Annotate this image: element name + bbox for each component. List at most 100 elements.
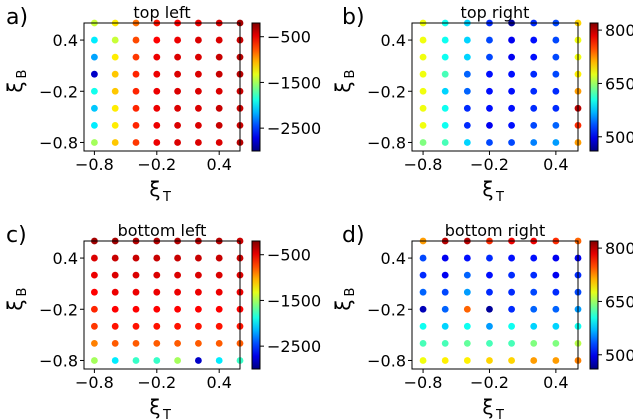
colorbar [252,241,260,369]
data-point [91,139,98,146]
data-point [153,139,160,146]
y-axis-label-subscript: B [15,70,30,79]
x-axis-label-subscript: T [495,408,504,419]
data-point [133,71,140,78]
data-point [508,139,515,146]
data-point [112,71,119,78]
panel-letter: b) [342,5,365,30]
data-point [530,139,537,146]
data-point [464,37,471,44]
colorbar-tick-label: −1500 [267,291,321,310]
data-point [174,323,181,330]
data-point [174,88,181,95]
data-point [174,357,181,364]
data-point [112,54,119,61]
data-point [133,255,140,262]
x-axis-label: ξ [482,395,493,419]
x-tick-label: 0.4 [206,155,231,174]
data-point [91,306,98,313]
data-point [508,289,515,296]
data-point [91,272,98,279]
data-point [195,255,202,262]
x-tick-label: 0.4 [543,373,568,392]
data-point [464,54,471,61]
data-point [442,272,449,279]
data-point [195,139,202,146]
data-point [112,139,119,146]
data-point [112,122,119,129]
y-tick-label: 0.4 [53,31,78,50]
data-point [508,54,515,61]
y-axis-label-subscript: B [343,288,358,297]
data-point [552,272,559,279]
data-point [530,122,537,129]
data-point [508,122,515,129]
x-tick-label: 0.4 [206,373,231,392]
data-point [486,54,493,61]
data-point [508,306,515,313]
data-point [552,105,559,112]
data-point [508,255,515,262]
data-point [91,122,98,129]
data-point [464,340,471,347]
x-axis-label: ξ [482,177,493,201]
data-point [112,105,119,112]
data-point [195,71,202,78]
data-point [486,122,493,129]
x-axis-label: ξ [149,177,160,201]
x-tick-label: −0.8 [75,155,114,174]
data-point [552,139,559,146]
data-point [133,88,140,95]
data-point [420,323,427,330]
data-point [91,105,98,112]
data-point [464,88,471,95]
data-point [420,122,427,129]
data-point [464,139,471,146]
data-point [153,323,160,330]
data-point [530,306,537,313]
panel-title: bottom right [445,221,546,240]
data-point [195,323,202,330]
data-point [486,255,493,262]
data-point [552,323,559,330]
data-point [133,122,140,129]
data-point [216,323,223,330]
data-point [91,54,98,61]
data-point [174,71,181,78]
data-point [508,340,515,347]
data-point [91,71,98,78]
data-point [216,357,223,364]
data-point [174,105,181,112]
data-point [442,340,449,347]
data-point [216,105,223,112]
data-point [530,88,537,95]
data-point [112,88,119,95]
data-point [195,357,202,364]
data-point [153,88,160,95]
data-point [133,105,140,112]
data-point [216,289,223,296]
y-axis-label: ξ [3,299,27,310]
data-point [442,37,449,44]
data-point [552,255,559,262]
data-point [508,71,515,78]
data-point [420,340,427,347]
data-point [420,71,427,78]
data-point [552,54,559,61]
y-axis-label-subscript: B [15,288,30,297]
data-point [464,272,471,279]
panel-4: d) bottom right−0.8 −0.2 0.4−0.8−0.20.4ξ TξB… [331,221,633,419]
y-tick-label: −0.2 [39,82,78,101]
data-point [153,105,160,112]
y-tick-label: −0.8 [367,351,406,370]
data-point [552,306,559,313]
data-point [552,289,559,296]
colorbar [252,23,260,151]
data-point [442,105,449,112]
data-point [508,323,515,330]
data-point [133,289,140,296]
data-point [216,255,223,262]
colorbar-tick-label: 650 [605,74,633,93]
data-point [174,54,181,61]
y-tick-label: −0.8 [367,133,406,152]
